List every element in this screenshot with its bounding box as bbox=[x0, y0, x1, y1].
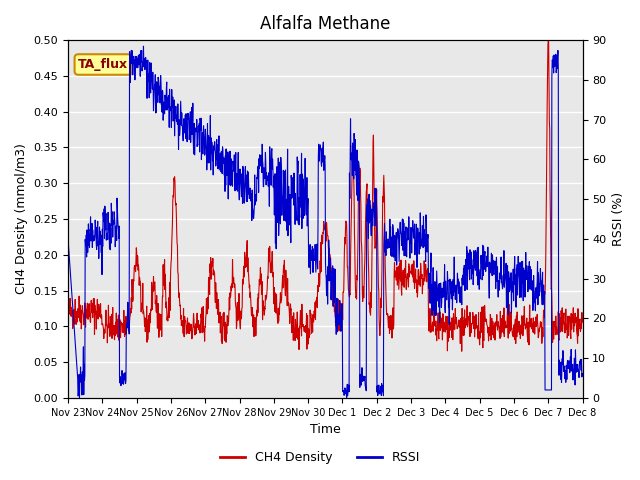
Text: TA_flux: TA_flux bbox=[78, 58, 129, 71]
Y-axis label: CH4 Density (mmol/m3): CH4 Density (mmol/m3) bbox=[15, 144, 28, 294]
X-axis label: Time: Time bbox=[310, 423, 340, 436]
Title: Alfalfa Methane: Alfalfa Methane bbox=[260, 15, 390, 33]
Legend: CH4 Density, RSSI: CH4 Density, RSSI bbox=[214, 446, 426, 469]
Y-axis label: RSSI (%): RSSI (%) bbox=[612, 192, 625, 246]
